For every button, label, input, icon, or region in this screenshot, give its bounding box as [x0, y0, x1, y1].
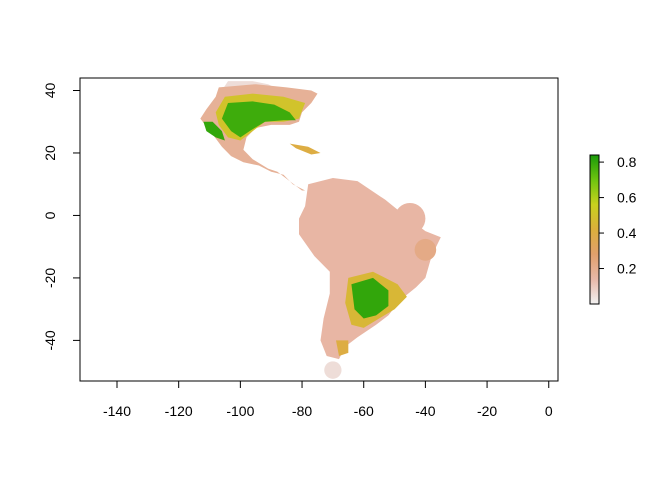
region-south-america-low [299, 178, 441, 360]
colorbar-tick-label: 0.6 [617, 190, 637, 206]
y-tick-label: -40 [42, 330, 58, 350]
region-pampas-high [351, 277, 389, 319]
region-gulf-coast-high [203, 121, 225, 141]
x-tick-label: -140 [103, 403, 131, 419]
y-axis: 40 20 0 -20 -40 [42, 82, 81, 351]
region-brazil-east-circle [414, 238, 437, 261]
x-tick-label: -80 [292, 403, 312, 419]
colorbar-legend: 0.2 0.4 0.6 0.8 [589, 154, 637, 305]
colorbar-gradient [589, 154, 600, 305]
y-tick-label: -20 [42, 268, 58, 288]
raster-layer [200, 81, 441, 379]
colorbar-tick-label: 0.8 [617, 154, 637, 170]
region-caribbean-islands [289, 143, 321, 155]
x-tick-label: -60 [354, 403, 374, 419]
y-tick-label: 0 [42, 211, 58, 219]
x-tick-label: -120 [165, 403, 193, 419]
region-patagonia-mid [336, 340, 349, 356]
y-tick-label: 20 [42, 145, 58, 161]
region-north-america-high [221, 101, 296, 138]
y-tick-label: 40 [42, 82, 58, 98]
x-tick-label: -100 [226, 403, 254, 419]
colorbar-tick-label: 0.2 [617, 261, 637, 277]
x-axis: -140 -120 -100 -80 -60 -40 -20 0 [103, 380, 553, 419]
region-tierra-del-fuego [324, 361, 342, 379]
x-tick-label: -40 [415, 403, 435, 419]
region-brazil-coast-circle [394, 202, 426, 235]
x-tick-label: 0 [545, 403, 553, 419]
x-tick-label: -20 [477, 403, 497, 419]
colorbar-tick-label: 0.4 [617, 225, 637, 241]
